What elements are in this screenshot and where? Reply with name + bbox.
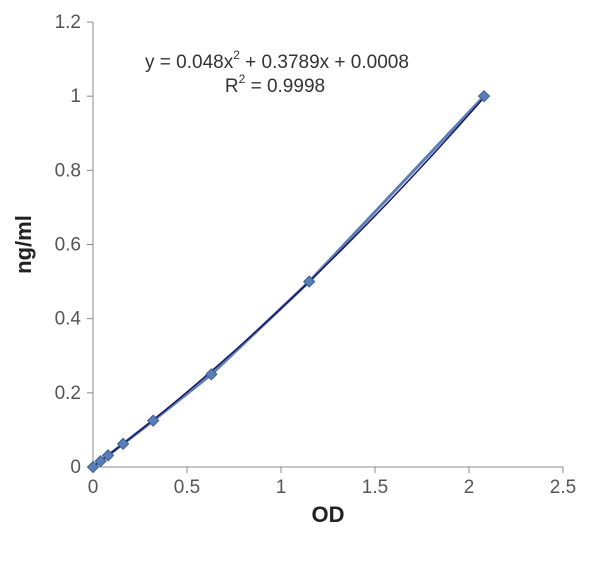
y-tick-label: 0 bbox=[70, 457, 81, 478]
y-tick-label: 0.6 bbox=[55, 235, 81, 256]
x-tick-label: 2.5 bbox=[550, 477, 576, 498]
y-axis-title: ng/ml bbox=[11, 215, 36, 274]
x-axis-title: OD bbox=[312, 502, 345, 527]
x-tick-label: 1.5 bbox=[362, 477, 388, 498]
y-tick-label: 1.2 bbox=[55, 12, 81, 33]
chart-container: 00.511.522.500.20.40.60.811.2ODng/ml00.0… bbox=[0, 0, 600, 562]
y-tick-label: 1 bbox=[70, 86, 81, 107]
y-tick-label: 0.2 bbox=[55, 383, 81, 404]
x-tick-label: 0 bbox=[88, 477, 99, 498]
x-tick-label: 0.5 bbox=[174, 477, 200, 498]
calibration-chart: 00.511.522.500.20.40.60.811.2ODng/ml00.0… bbox=[0, 0, 600, 562]
x-tick-label: 2 bbox=[464, 477, 475, 498]
x-tick-label: 1 bbox=[276, 477, 287, 498]
y-tick-label: 0.4 bbox=[55, 309, 82, 330]
equation-line-1: y = 0.048x2 + 0.3789x + 0.0008 bbox=[145, 48, 409, 73]
y-tick-label: 0.8 bbox=[55, 160, 81, 181]
